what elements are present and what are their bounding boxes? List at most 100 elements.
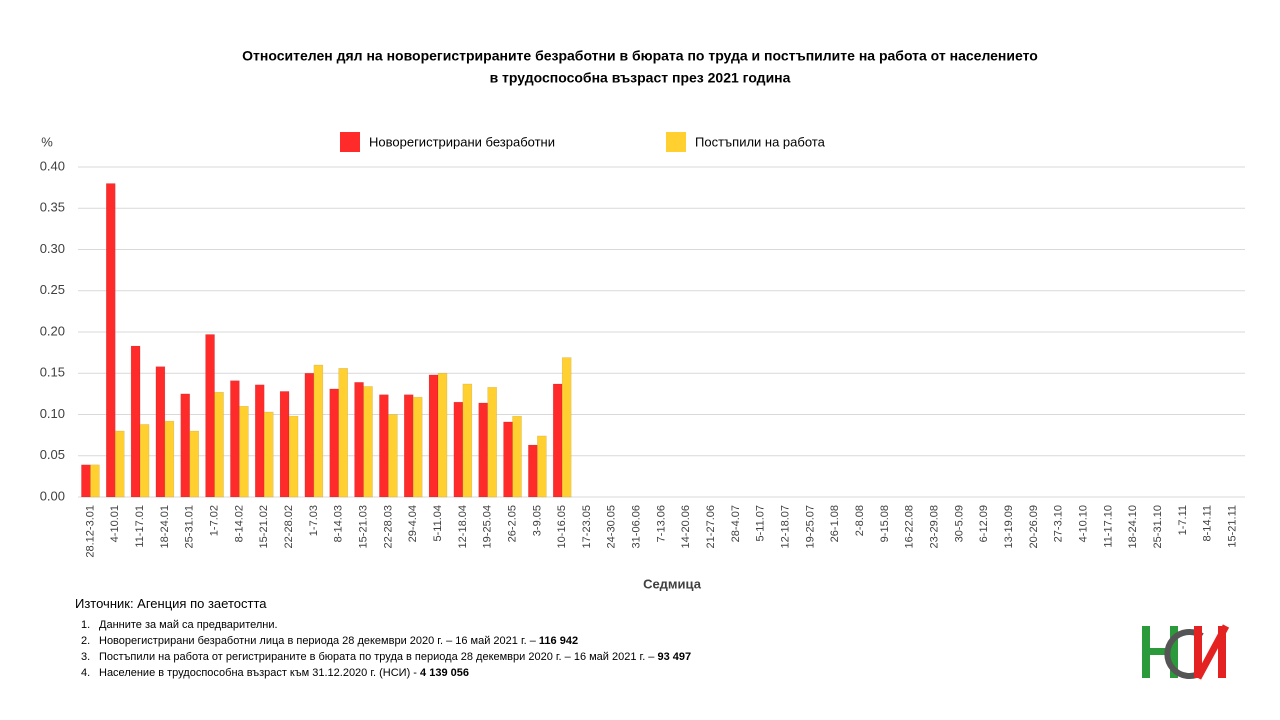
note-text: Данните за май са предварителни.	[99, 619, 278, 631]
bar	[512, 415, 522, 498]
bar	[105, 183, 116, 498]
bar	[329, 388, 339, 498]
note: 4. Население в трудоспособна възраст към …	[75, 665, 691, 681]
legend-swatch	[340, 132, 360, 152]
x-tick-label: 1-7.11	[1177, 505, 1189, 535]
x-tick-label: 11-17.01	[134, 505, 146, 548]
note-number: 4.	[81, 667, 91, 679]
bar	[279, 391, 290, 498]
footnotes: Източник: Агенция по заетостта 1. Данните…	[75, 596, 691, 681]
bar	[130, 345, 141, 498]
bar	[537, 435, 547, 498]
x-tick-label: 22-28.03	[382, 505, 394, 548]
bar	[561, 357, 572, 498]
x-tick-label: 17-23.05	[581, 505, 593, 548]
x-tick-label: 30-5.09	[953, 505, 965, 542]
x-tick-label: 26-1.08	[829, 505, 841, 542]
note: 1. Данните за май са предварителни.	[75, 617, 691, 633]
legend-label: Постъпили на работа	[695, 134, 826, 149]
bar	[313, 364, 324, 498]
bar	[155, 366, 166, 498]
note: 2. Новорегистрирани безработни лица в пер…	[75, 633, 691, 649]
y-tick-label: 0.25	[40, 282, 65, 297]
bar	[239, 406, 249, 498]
x-tick-label: 4-10.10	[1078, 505, 1090, 542]
bar	[552, 383, 563, 498]
y-tick-label: 0.05	[40, 447, 65, 462]
bar	[180, 393, 190, 498]
x-tick-label: 25-31.10	[1152, 505, 1164, 548]
x-axis-label: Седмица	[643, 576, 702, 591]
x-tick-label: 13-19.09	[1003, 505, 1015, 548]
source: Източник: Агенция по заетостта	[75, 596, 267, 611]
x-tick-label: 29-4.04	[407, 505, 419, 542]
note-number: 2.	[81, 635, 91, 647]
x-tick-label: 7-13.06	[655, 505, 667, 542]
x-tick-label: 22-28.02	[283, 505, 295, 548]
bar	[437, 373, 448, 498]
note-bold: 4 139 056	[420, 667, 469, 679]
bar	[388, 414, 398, 498]
bar	[403, 394, 414, 498]
bar	[478, 402, 488, 498]
y-tick-label: 0.00	[40, 488, 65, 503]
bar	[528, 444, 538, 498]
bar	[354, 382, 364, 498]
note-text: Население в трудоспособна възраст към 31…	[99, 667, 417, 679]
chart-subtitle: в трудоспособна възраст през 2021 година	[490, 70, 791, 86]
x-tick-label: 28-4.07	[730, 505, 742, 542]
x-tick-label: 5-11.07	[755, 505, 767, 542]
x-tick-label: 10-16.05	[556, 505, 568, 548]
bar	[304, 373, 315, 498]
bar	[338, 368, 348, 498]
bar	[254, 384, 265, 498]
bar	[453, 401, 464, 498]
x-tick-label: 12-18.07	[780, 505, 792, 548]
bar	[164, 420, 175, 498]
bar	[189, 430, 199, 498]
x-tick-label: 28.12-3.01	[84, 505, 96, 558]
x-tick-label: 6-12.09	[978, 505, 990, 542]
legend-label: Новорегистрирани безработни	[369, 134, 555, 149]
x-tick-label: 16-22.08	[904, 505, 916, 548]
x-tick-label: 1-7.03	[308, 505, 320, 536]
bar	[428, 374, 439, 498]
bar	[81, 464, 91, 498]
y-tick-label: 0.10	[40, 406, 65, 421]
x-tick-label: 8-14.03	[333, 505, 345, 542]
bar	[412, 396, 423, 498]
bar	[487, 387, 497, 498]
x-tick-label: 14-20.06	[680, 505, 692, 548]
x-tick-label: 15-21.11	[1226, 505, 1238, 548]
x-tick-label: 12-18.04	[457, 505, 469, 548]
bar	[288, 415, 299, 498]
x-tick-label: 20-26.09	[1028, 505, 1040, 548]
x-tick-label: 4-10.01	[109, 505, 121, 542]
x-tick-label: 15-21.03	[357, 505, 369, 548]
y-tick-label: 0.15	[40, 365, 65, 380]
bar	[205, 334, 215, 498]
chart-title: Относителен дял на новорегистрираните бе…	[242, 48, 1038, 64]
x-tick-label: 18-24.10	[1127, 505, 1139, 548]
legend-swatch	[666, 132, 686, 152]
note-number: 1.	[81, 619, 91, 631]
x-tick-label: 31-06.06	[631, 505, 643, 548]
x-tick-label: 15-21.02	[258, 505, 270, 548]
y-tick-label: 0.40	[40, 158, 65, 173]
bar	[363, 386, 373, 498]
x-tick-label: 21-27.06	[705, 505, 717, 548]
x-tick-label: 9-15.08	[879, 505, 891, 542]
logo	[1142, 624, 1230, 680]
note-number: 3.	[81, 651, 91, 663]
bar	[139, 424, 150, 498]
bar	[263, 411, 274, 498]
x-tick-label: 18-24.01	[159, 505, 171, 548]
x-tick-label: 3-9.05	[531, 505, 543, 536]
bar	[90, 464, 100, 498]
y-tick-label: 0.35	[40, 200, 65, 215]
x-tick-label: 24-30.05	[606, 505, 618, 548]
note-bold: 93 497	[657, 651, 692, 663]
bar	[230, 380, 240, 498]
